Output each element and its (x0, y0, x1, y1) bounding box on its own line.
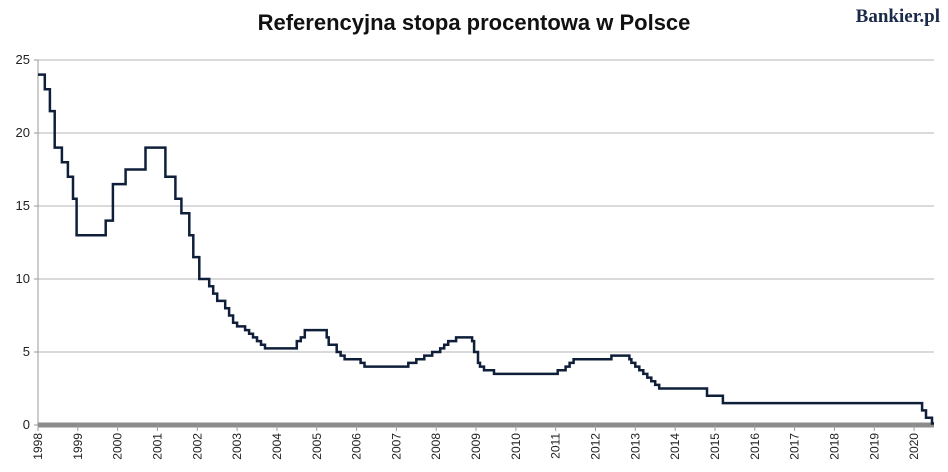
x-tick-label: 2020 (907, 433, 921, 460)
y-tick-label: 20 (16, 125, 30, 140)
x-tick-label: 2014 (668, 433, 682, 460)
brand-suffix: .pl (919, 6, 940, 27)
x-tick-label: 2009 (469, 433, 483, 460)
x-tick-label: 2005 (310, 433, 324, 460)
y-tick-label: 0 (23, 417, 30, 432)
x-tick-label: 2003 (230, 433, 244, 460)
x-tick-label: 2013 (628, 433, 642, 460)
y-axis: 0 5 10 15 20 25 (16, 52, 39, 432)
y-tick-label: 10 (16, 271, 30, 286)
grid-lines (38, 59, 934, 353)
x-tick-label: 2015 (708, 433, 722, 460)
x-tick-label: 1998 (31, 433, 45, 460)
x-tick-label: 2017 (788, 433, 802, 460)
x-tick-label: 2002 (190, 433, 204, 460)
x-tick-label: 2016 (748, 433, 762, 460)
plot-area (38, 73, 934, 425)
x-axis: 1998 1999 2000 2001 2002 2003 2004 2005 2006 2007… (31, 422, 934, 460)
x-tick-label: 2012 (589, 433, 603, 460)
x-tick-label: 1999 (71, 433, 85, 460)
brand-name: Bankier (855, 6, 920, 27)
chart-title: Referencyjna stopa procentowa w Polsce (257, 10, 691, 35)
brand-logo: Bankier.pl (856, 6, 940, 28)
x-tick-label: 2000 (111, 433, 125, 460)
x-tick-label: 2011 (549, 433, 563, 459)
y-tick-label: 15 (16, 198, 30, 213)
series-line (38, 73, 934, 425)
x-tick-label: 2007 (389, 433, 403, 460)
y-tick-label: 5 (23, 344, 30, 359)
x-tick-label: 2019 (867, 433, 881, 460)
y-tick-label: 25 (16, 52, 30, 67)
x-tick-label: 2004 (270, 433, 284, 460)
x-tick-label: 2001 (150, 433, 164, 460)
x-tick-label: 2006 (350, 433, 364, 460)
x-tick-label: 2008 (429, 433, 443, 460)
x-tick-label: 2010 (509, 433, 523, 460)
x-tick-label: 2018 (827, 433, 841, 460)
